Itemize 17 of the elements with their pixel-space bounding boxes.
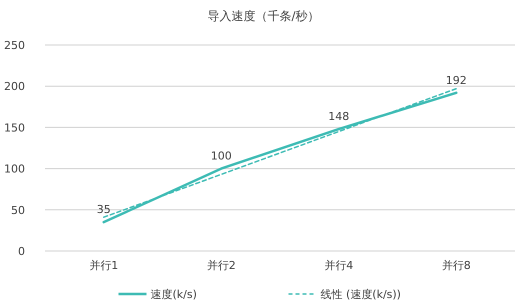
y-tick-label: 0: [18, 245, 25, 258]
data-label: 35: [96, 203, 111, 216]
legend-label: 线性 (速度(k/s)): [320, 288, 401, 301]
chart-title: 导入速度（千条/秒）: [207, 9, 320, 23]
x-tick-label: 并行1: [89, 259, 118, 272]
x-tick-label: 并行8: [442, 259, 471, 272]
y-tick-label: 100: [4, 162, 25, 176]
legend-label: 速度(k/s): [150, 288, 197, 301]
y-tick-label: 50: [11, 204, 25, 217]
y-tick-label: 150: [4, 121, 25, 134]
y-tick-label: 200: [4, 80, 25, 94]
x-tick-label: 并行4: [324, 259, 354, 272]
y-tick-label: 250: [4, 39, 25, 52]
data-label: 148: [328, 110, 350, 124]
data-label: 100: [210, 150, 232, 163]
data-label: 192: [446, 74, 467, 87]
x-tick-label: 并行2: [206, 259, 236, 272]
